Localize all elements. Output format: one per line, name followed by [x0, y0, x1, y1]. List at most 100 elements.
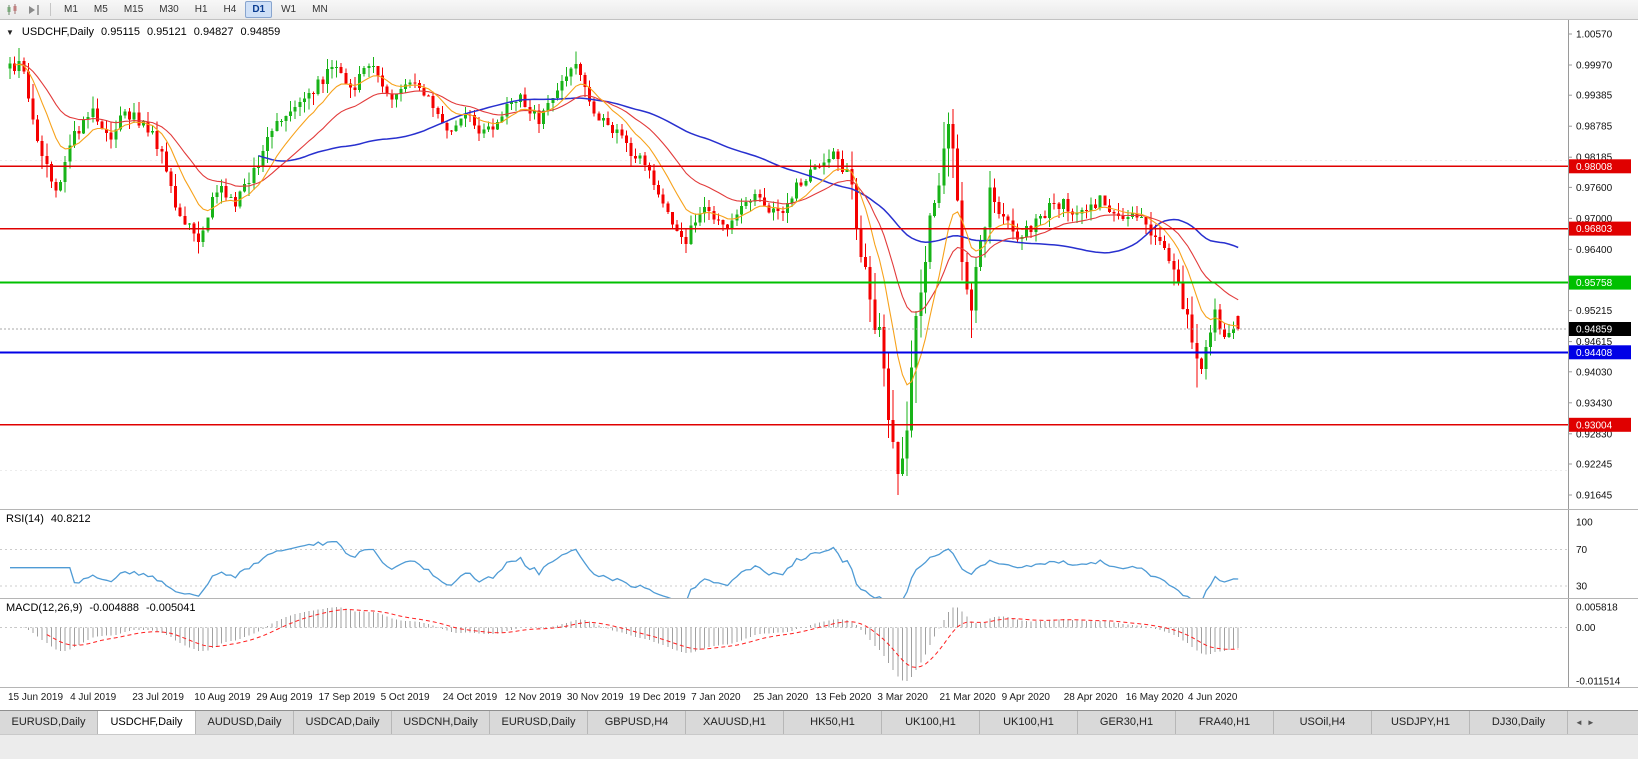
svg-text:0.99970: 0.99970 — [1576, 61, 1613, 72]
chart-tab-audusd-daily[interactable]: AUDUSD,Daily — [196, 711, 294, 734]
svg-text:1.00570: 1.00570 — [1576, 30, 1613, 41]
svg-text:-0.011514: -0.011514 — [1576, 677, 1621, 688]
date-label: 5 Oct 2019 — [380, 692, 430, 703]
timeframe-button-h1[interactable]: H1 — [194, 4, 208, 15]
svg-text:0.96803: 0.96803 — [1576, 224, 1613, 235]
svg-text:0.92830: 0.92830 — [1576, 429, 1613, 440]
horizontal-lines — [0, 165, 1568, 426]
price-badge-0.96803[interactable]: 0.96803 — [1569, 221, 1631, 236]
svg-text:0.96400: 0.96400 — [1576, 245, 1613, 256]
date-label: 7 Jan 2020 — [691, 692, 741, 703]
timeframe-button-mn[interactable]: MN — [312, 4, 328, 15]
svg-text:0.98185: 0.98185 — [1576, 153, 1613, 164]
rsi-current-value: 40.8212 — [50, 513, 91, 525]
date-label: 13 Feb 2020 — [815, 692, 872, 703]
chart-tab-eurusd-daily[interactable]: EURUSD,Daily — [0, 711, 98, 734]
chart-title: ▼ USDCHF,Daily 0.95115 0.95121 0.94827 0… — [6, 26, 280, 38]
date-label: 4 Jun 2020 — [1187, 692, 1238, 703]
svg-text:0.92245: 0.92245 — [1576, 460, 1613, 471]
chart-tab-hk50-h1[interactable]: HK50,H1 — [784, 711, 882, 734]
timeframe-button-m1[interactable]: M1 — [64, 4, 78, 15]
chart-tab-bar: EURUSD,Daily USDCHF,Daily AUDUSD,Daily USDC… — [0, 710, 1638, 734]
price-badge-0.98008[interactable]: 0.98008 — [1569, 159, 1631, 174]
timeframe-toolbar: M1 M5 M15 M30 H1 H4 D1 W1 MN — [0, 0, 1638, 20]
chart-tab-usdchf-daily[interactable]: USDCHF,Daily — [98, 711, 196, 734]
price-axis-labels: 1.00570 0.99970 0.99385 0.98785 0.98185 0.976… — [1568, 30, 1613, 502]
svg-text:0.98008: 0.98008 — [1576, 162, 1613, 173]
tab-scroll-right-icon[interactable]: ► — [1586, 718, 1595, 727]
chart-tab-eurusd-daily[interactable]: EURUSD,Daily — [490, 711, 588, 734]
macd-signal-line — [46, 608, 1239, 668]
current-price-badge[interactable]: 0.94859 — [1569, 322, 1631, 336]
candles-layer — [8, 47, 1240, 495]
chart-shift-icon[interactable] — [24, 2, 44, 18]
new-chart-icon[interactable] — [3, 2, 23, 18]
ma-mid-line — [19, 63, 1239, 313]
price-badge-0.95758[interactable]: 0.95758 — [1569, 275, 1631, 290]
svg-text:0.94615: 0.94615 — [1576, 337, 1613, 348]
chart-symbol-label: USDCHF,Daily — [21, 26, 95, 38]
timeframe-button-w1[interactable]: W1 — [281, 4, 297, 15]
date-label: 29 Aug 2019 — [256, 692, 313, 703]
date-label: 25 Jan 2020 — [753, 692, 809, 703]
ma-slow-line — [258, 97, 1239, 254]
date-label: 10 Aug 2019 — [194, 692, 251, 703]
price-badge-0.94408[interactable]: 0.94408 — [1569, 345, 1631, 360]
chart-tab-dj30-daily[interactable]: DJ30,Daily — [1470, 711, 1568, 734]
chart-tab-usdcad-daily[interactable]: USDCAD,Daily — [294, 711, 392, 734]
main-chart-panel[interactable]: 1.00570 0.99970 0.99385 0.98785 0.98185 0.976… — [0, 20, 1638, 509]
candlestick-chart[interactable]: 1.00570 0.99970 0.99385 0.98785 0.98185 0.976… — [0, 20, 1638, 509]
date-label: 15 Jun 2019 — [8, 692, 64, 703]
svg-text:0.99385: 0.99385 — [1576, 91, 1613, 102]
svg-text:100: 100 — [1576, 518, 1593, 529]
rsi-chart[interactable]: 100 70 30 — [0, 510, 1638, 599]
rsi-name-label: RSI(14) — [6, 513, 44, 525]
tab-scroll-left-icon[interactable]: ◄ — [1575, 718, 1583, 727]
date-label: 24 Oct 2019 — [442, 692, 498, 703]
svg-text:0.94859: 0.94859 — [1576, 325, 1613, 336]
timeframe-bar: M1 M5 M15 M30 H1 H4 D1 W1 MN — [57, 1, 335, 18]
date-label: 28 Apr 2020 — [1063, 692, 1118, 703]
price-badge-0.93004[interactable]: 0.93004 — [1569, 417, 1631, 432]
chart-tab-usdjpy-h1[interactable]: USDJPY,H1 — [1372, 711, 1470, 734]
tab-scroll-control: ◄ ► — [1568, 711, 1602, 734]
timeframe-button-m5[interactable]: M5 — [93, 4, 108, 15]
macd-chart[interactable]: 0.005818 0.00 -0.011514 — [0, 599, 1638, 688]
timeframe-button-m15[interactable]: M15 — [123, 4, 144, 15]
date-label: 3 Mar 2020 — [877, 692, 928, 703]
chart-tab-ger30-h1[interactable]: GER30,H1 — [1078, 711, 1176, 734]
rsi-indicator-panel[interactable]: 100 70 30 RSI(14) 40.8212 — [0, 509, 1638, 599]
chart-tab-xauusd-h1[interactable]: XAUUSD,H1 — [686, 711, 784, 734]
chart-tab-usdcnh-daily[interactable]: USDCNH,Daily — [392, 711, 490, 734]
date-label: 4 Jul 2019 — [70, 692, 117, 703]
macd-title: MACD(12,26,9) -0.004888 -0.005041 — [6, 602, 196, 614]
time-axis[interactable]: 15 Jun 2019 4 Jul 2019 23 Jul 2019 10 Aug 2… — [0, 687, 1638, 710]
timeframe-button-m30[interactable]: M30 — [159, 4, 179, 15]
grid — [0, 160, 1568, 471]
chart-tab-uk100-h1[interactable]: UK100,H1 — [882, 711, 980, 734]
svg-text:0.00: 0.00 — [1576, 623, 1596, 634]
svg-text:0.94408: 0.94408 — [1576, 348, 1613, 359]
chart-tab-uk100-h1[interactable]: UK100,H1 — [980, 711, 1078, 734]
timeframe-button-d1[interactable]: D1 — [245, 1, 273, 18]
macd-signal-current-value: -0.005041 — [145, 602, 196, 614]
macd-current-value: -0.004888 — [89, 602, 139, 614]
chart-tab-gbpusd-h4[interactable]: GBPUSD,H4 — [588, 711, 686, 734]
chart-tab-usoil-h4[interactable]: USOil,H4 — [1274, 711, 1372, 734]
svg-text:30: 30 — [1576, 582, 1588, 593]
rsi-title: RSI(14) 40.8212 — [6, 513, 91, 525]
date-label: 23 Jul 2019 — [132, 692, 184, 703]
date-label: 9 Apr 2020 — [1001, 692, 1050, 703]
svg-text:0.97600: 0.97600 — [1576, 183, 1613, 194]
bottom-strip — [0, 734, 1638, 759]
svg-text:0.93430: 0.93430 — [1576, 398, 1613, 409]
chart-tab-fra40-h1[interactable]: FRA40,H1 — [1176, 711, 1274, 734]
rsi-levels — [0, 548, 1568, 587]
svg-text:0.95215: 0.95215 — [1576, 306, 1613, 317]
macd-indicator-panel[interactable]: 0.005818 0.00 -0.011514 MACD(12,26,9) -0.0… — [0, 598, 1638, 688]
date-label: 16 May 2020 — [1125, 692, 1184, 703]
timeframe-button-h4[interactable]: H4 — [223, 4, 237, 15]
ohlc-close-value: 0.94859 — [240, 26, 281, 38]
chart-menu-icon[interactable]: ▼ — [6, 27, 14, 37]
